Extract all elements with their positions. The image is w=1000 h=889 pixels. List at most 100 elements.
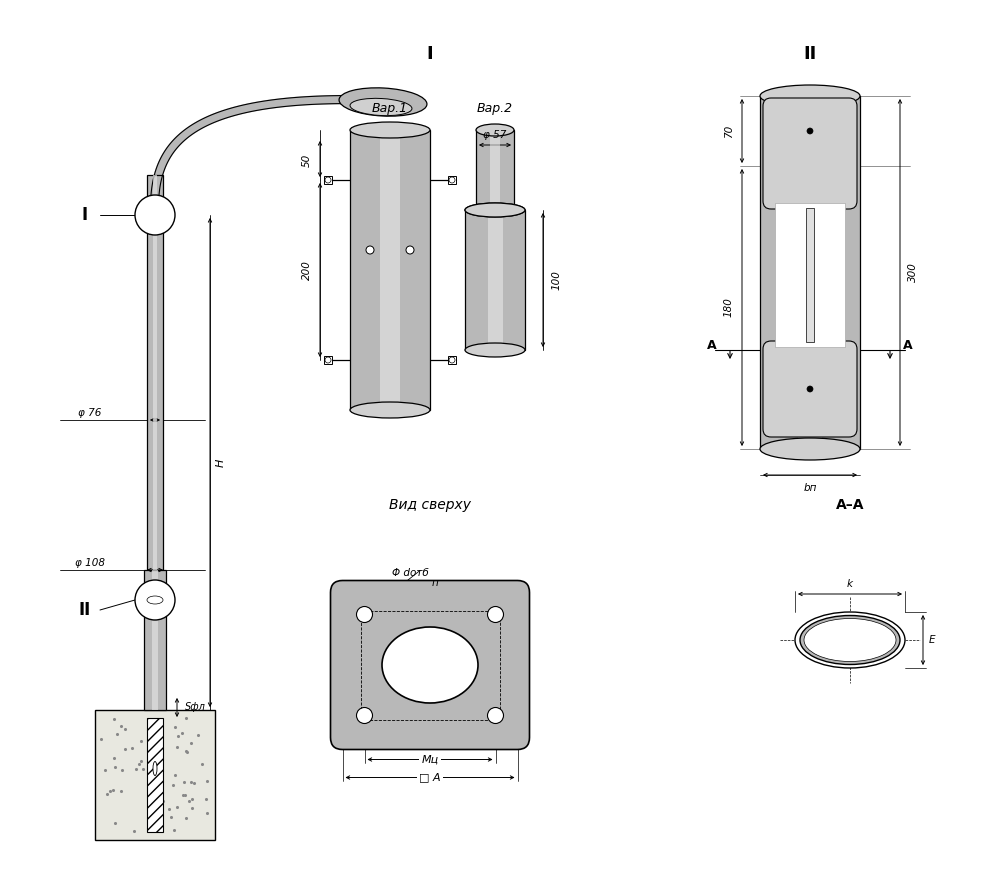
Text: Вар.2: Вар.2 bbox=[477, 102, 513, 115]
Point bbox=[199, 774, 215, 789]
Point bbox=[113, 783, 129, 797]
Point bbox=[144, 744, 160, 758]
Point bbox=[117, 722, 133, 736]
Point bbox=[183, 774, 199, 789]
Text: Мц: Мц bbox=[421, 755, 439, 765]
Text: 70: 70 bbox=[724, 124, 734, 138]
Bar bbox=[324, 176, 332, 184]
Bar bbox=[152, 570, 158, 710]
Text: Φ dотб: Φ dотб bbox=[392, 567, 428, 578]
Bar bbox=[153, 175, 157, 570]
Text: I: I bbox=[427, 45, 433, 63]
Bar bbox=[147, 718, 163, 832]
Point bbox=[107, 760, 123, 774]
Ellipse shape bbox=[476, 204, 514, 216]
Ellipse shape bbox=[760, 85, 860, 107]
Bar bbox=[775, 203, 845, 347]
Point bbox=[178, 744, 194, 758]
Point bbox=[113, 718, 129, 733]
Point bbox=[141, 715, 157, 729]
Point bbox=[93, 733, 109, 747]
Polygon shape bbox=[151, 96, 375, 196]
Point bbox=[124, 741, 140, 755]
Point bbox=[178, 710, 194, 725]
Text: 300: 300 bbox=[908, 262, 918, 283]
Circle shape bbox=[449, 177, 455, 183]
Bar bbox=[147, 175, 163, 570]
Point bbox=[174, 726, 190, 741]
Text: 50: 50 bbox=[302, 154, 312, 166]
Point bbox=[166, 823, 182, 837]
Circle shape bbox=[807, 128, 813, 134]
Point bbox=[133, 754, 149, 768]
Point bbox=[99, 788, 115, 802]
FancyBboxPatch shape bbox=[330, 581, 530, 749]
Point bbox=[135, 762, 151, 776]
Circle shape bbox=[325, 177, 331, 183]
Point bbox=[144, 718, 160, 733]
Point bbox=[165, 777, 181, 791]
Ellipse shape bbox=[465, 343, 525, 357]
Circle shape bbox=[807, 386, 813, 392]
Ellipse shape bbox=[465, 203, 525, 217]
Text: □ A: □ A bbox=[419, 773, 441, 782]
Text: A: A bbox=[707, 339, 717, 351]
Point bbox=[161, 802, 177, 816]
Circle shape bbox=[449, 357, 455, 363]
Ellipse shape bbox=[350, 122, 430, 138]
Text: k: k bbox=[847, 579, 853, 589]
Bar bbox=[488, 210, 503, 350]
Point bbox=[194, 757, 210, 771]
Point bbox=[184, 801, 200, 815]
Bar bbox=[380, 130, 400, 410]
Bar bbox=[448, 356, 456, 364]
Bar bbox=[360, 611, 500, 719]
Point bbox=[175, 788, 191, 802]
Point bbox=[106, 711, 122, 725]
Circle shape bbox=[325, 357, 331, 363]
Point bbox=[142, 760, 158, 774]
Bar bbox=[760, 96, 860, 449]
Bar bbox=[144, 570, 166, 710]
Point bbox=[178, 811, 194, 825]
FancyBboxPatch shape bbox=[763, 341, 857, 437]
Text: H: H bbox=[216, 459, 226, 467]
Point bbox=[106, 751, 122, 765]
Point bbox=[177, 788, 193, 802]
Ellipse shape bbox=[804, 619, 896, 661]
Text: Sфл: Sфл bbox=[185, 702, 206, 712]
Bar bbox=[350, 130, 430, 410]
Point bbox=[142, 799, 158, 813]
Text: 180: 180 bbox=[724, 298, 734, 317]
Circle shape bbox=[135, 195, 175, 235]
Ellipse shape bbox=[153, 762, 157, 775]
Point bbox=[167, 768, 183, 782]
Bar bbox=[476, 130, 514, 210]
Point bbox=[126, 824, 142, 838]
Text: φ 57: φ 57 bbox=[483, 130, 507, 140]
Text: E: E bbox=[929, 635, 936, 645]
Circle shape bbox=[366, 246, 374, 254]
Point bbox=[183, 736, 199, 750]
Point bbox=[114, 763, 130, 777]
Point bbox=[105, 783, 121, 797]
Point bbox=[133, 733, 149, 748]
Text: A: A bbox=[903, 339, 913, 351]
Bar bbox=[490, 130, 500, 210]
Point bbox=[117, 741, 133, 756]
Circle shape bbox=[488, 606, 504, 622]
Text: 100: 100 bbox=[551, 270, 561, 290]
Point bbox=[140, 765, 156, 779]
Ellipse shape bbox=[350, 99, 412, 116]
Text: Вид сверху: Вид сверху bbox=[389, 498, 471, 512]
Text: А–А: А–А bbox=[836, 498, 864, 512]
Bar bbox=[448, 176, 456, 184]
Text: φ 108: φ 108 bbox=[75, 558, 105, 568]
Ellipse shape bbox=[760, 438, 860, 460]
Point bbox=[109, 727, 125, 741]
Bar bbox=[465, 210, 525, 350]
Ellipse shape bbox=[350, 402, 430, 418]
Ellipse shape bbox=[795, 612, 905, 668]
Circle shape bbox=[406, 246, 414, 254]
Ellipse shape bbox=[465, 203, 525, 217]
